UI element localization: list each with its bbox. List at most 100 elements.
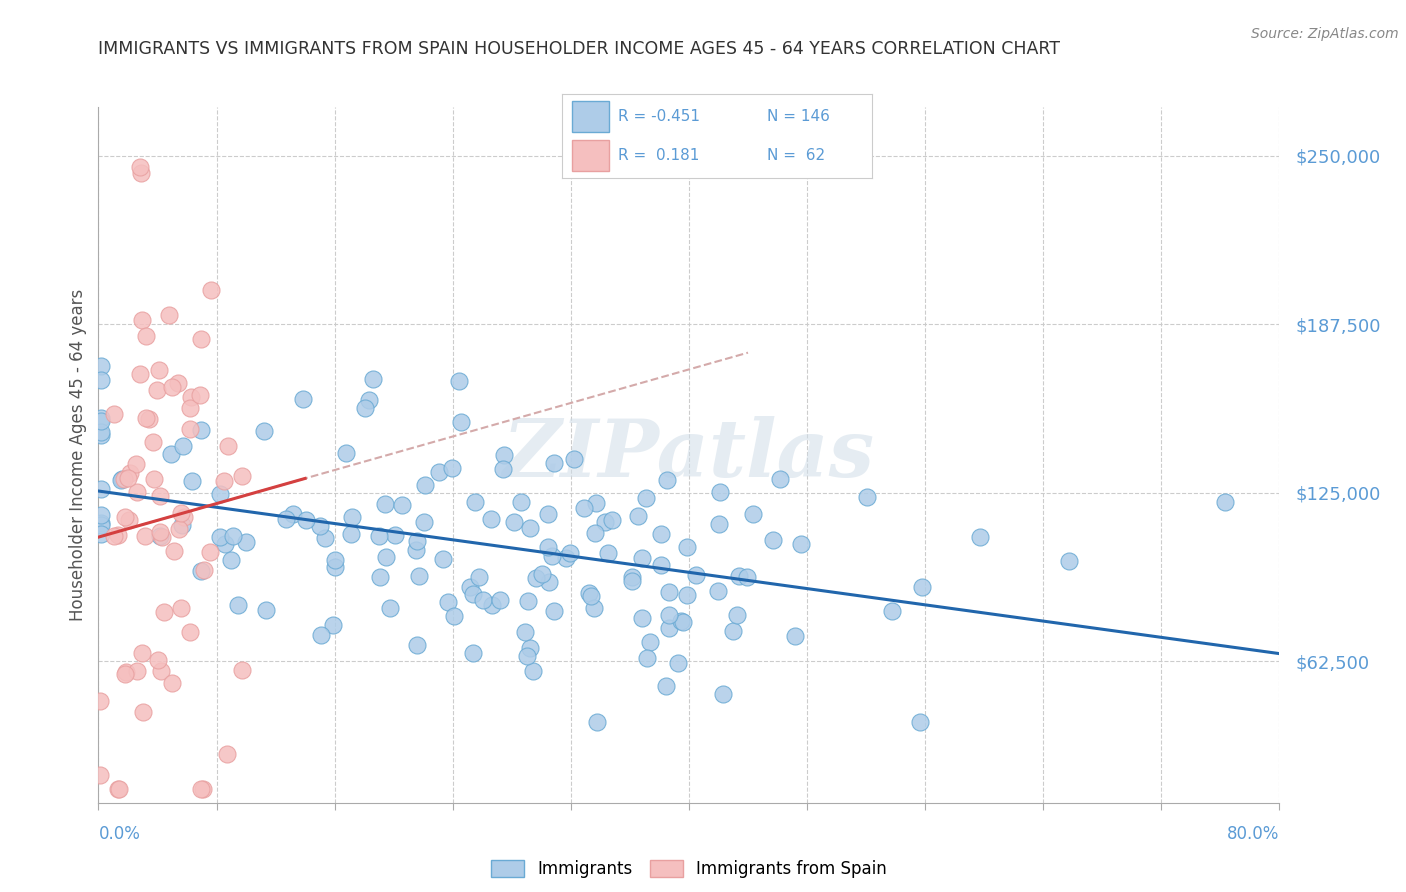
Point xyxy=(117,470,139,484)
Point xyxy=(339,526,361,541)
FancyBboxPatch shape xyxy=(572,140,609,170)
Point xyxy=(134,529,156,543)
Point xyxy=(443,609,465,624)
Point xyxy=(340,509,363,524)
Point xyxy=(1057,554,1080,568)
Point xyxy=(107,782,129,797)
Point xyxy=(190,564,212,578)
Point xyxy=(110,473,132,487)
Point xyxy=(370,570,392,584)
Point xyxy=(621,574,644,589)
Point xyxy=(769,472,792,486)
Point xyxy=(160,447,183,461)
Text: IMMIGRANTS VS IMMIGRANTS FROM SPAIN HOUSEHOLDER INCOME AGES 45 - 64 YEARS CORREL: IMMIGRANTS VS IMMIGRANTS FROM SPAIN HOUS… xyxy=(98,40,1060,58)
Point xyxy=(90,428,112,442)
Point xyxy=(127,485,149,500)
Point xyxy=(353,401,375,415)
Point xyxy=(537,575,560,590)
Point xyxy=(463,495,485,509)
Point xyxy=(179,401,201,416)
Point xyxy=(427,465,450,479)
Point xyxy=(129,368,152,382)
Point xyxy=(335,446,357,460)
Point xyxy=(672,615,695,629)
Text: 80.0%: 80.0% xyxy=(1227,825,1279,843)
Point xyxy=(138,412,160,426)
Point xyxy=(602,513,624,527)
Point xyxy=(737,570,759,584)
Point xyxy=(135,329,157,343)
Point xyxy=(742,507,765,521)
Point xyxy=(221,553,243,567)
Point xyxy=(125,457,148,471)
Point xyxy=(650,527,672,541)
Point xyxy=(526,571,548,585)
Point xyxy=(131,312,153,326)
Point xyxy=(911,580,934,594)
Point xyxy=(707,516,730,531)
Point xyxy=(555,550,578,565)
Point xyxy=(449,374,471,388)
Point xyxy=(558,546,581,560)
Point xyxy=(380,601,402,615)
Point xyxy=(585,714,607,729)
Point xyxy=(519,521,541,535)
Text: R = -0.451: R = -0.451 xyxy=(619,109,700,124)
Point xyxy=(516,594,538,608)
Point xyxy=(323,560,346,574)
Point xyxy=(405,638,427,652)
Legend: Immigrants, Immigrants from Spain: Immigrants, Immigrants from Spain xyxy=(484,854,894,885)
Point xyxy=(658,621,681,635)
Point xyxy=(146,383,169,397)
Point xyxy=(117,513,139,527)
Point xyxy=(114,666,136,681)
FancyBboxPatch shape xyxy=(572,102,609,132)
Point xyxy=(709,485,731,500)
Text: Source: ZipAtlas.com: Source: ZipAtlas.com xyxy=(1251,27,1399,41)
Point xyxy=(640,634,662,648)
Point xyxy=(231,663,253,677)
Point xyxy=(855,490,877,504)
Point xyxy=(214,537,236,551)
Point xyxy=(128,160,150,174)
Point xyxy=(481,598,503,612)
Point xyxy=(785,629,807,643)
Point xyxy=(636,651,658,665)
Point xyxy=(167,376,190,390)
Point xyxy=(231,469,253,483)
Point xyxy=(228,598,250,612)
Point xyxy=(361,372,384,386)
Point xyxy=(630,610,652,624)
Point xyxy=(391,499,413,513)
Point xyxy=(908,714,931,729)
Text: N = 146: N = 146 xyxy=(766,109,830,124)
Point xyxy=(153,605,176,619)
Point xyxy=(323,553,346,567)
Point xyxy=(235,535,257,549)
Point xyxy=(90,516,112,530)
Point xyxy=(721,624,744,639)
Point xyxy=(90,518,112,533)
Point xyxy=(148,525,170,540)
Point xyxy=(596,546,619,560)
Point xyxy=(405,543,427,558)
Point xyxy=(655,473,678,487)
Point xyxy=(170,601,193,615)
Point xyxy=(384,527,406,541)
Point xyxy=(322,617,344,632)
Point xyxy=(516,648,538,663)
Point xyxy=(253,424,276,438)
Point xyxy=(522,665,544,679)
Point xyxy=(179,624,201,639)
Point xyxy=(90,425,112,440)
Point xyxy=(209,530,232,544)
Point xyxy=(675,540,697,554)
Point xyxy=(583,601,606,615)
Point xyxy=(969,530,991,544)
Text: R =  0.181: R = 0.181 xyxy=(619,148,699,163)
Point xyxy=(458,580,481,594)
Point xyxy=(180,475,202,489)
Point xyxy=(90,373,112,387)
Point xyxy=(630,551,652,566)
Point xyxy=(685,568,707,582)
